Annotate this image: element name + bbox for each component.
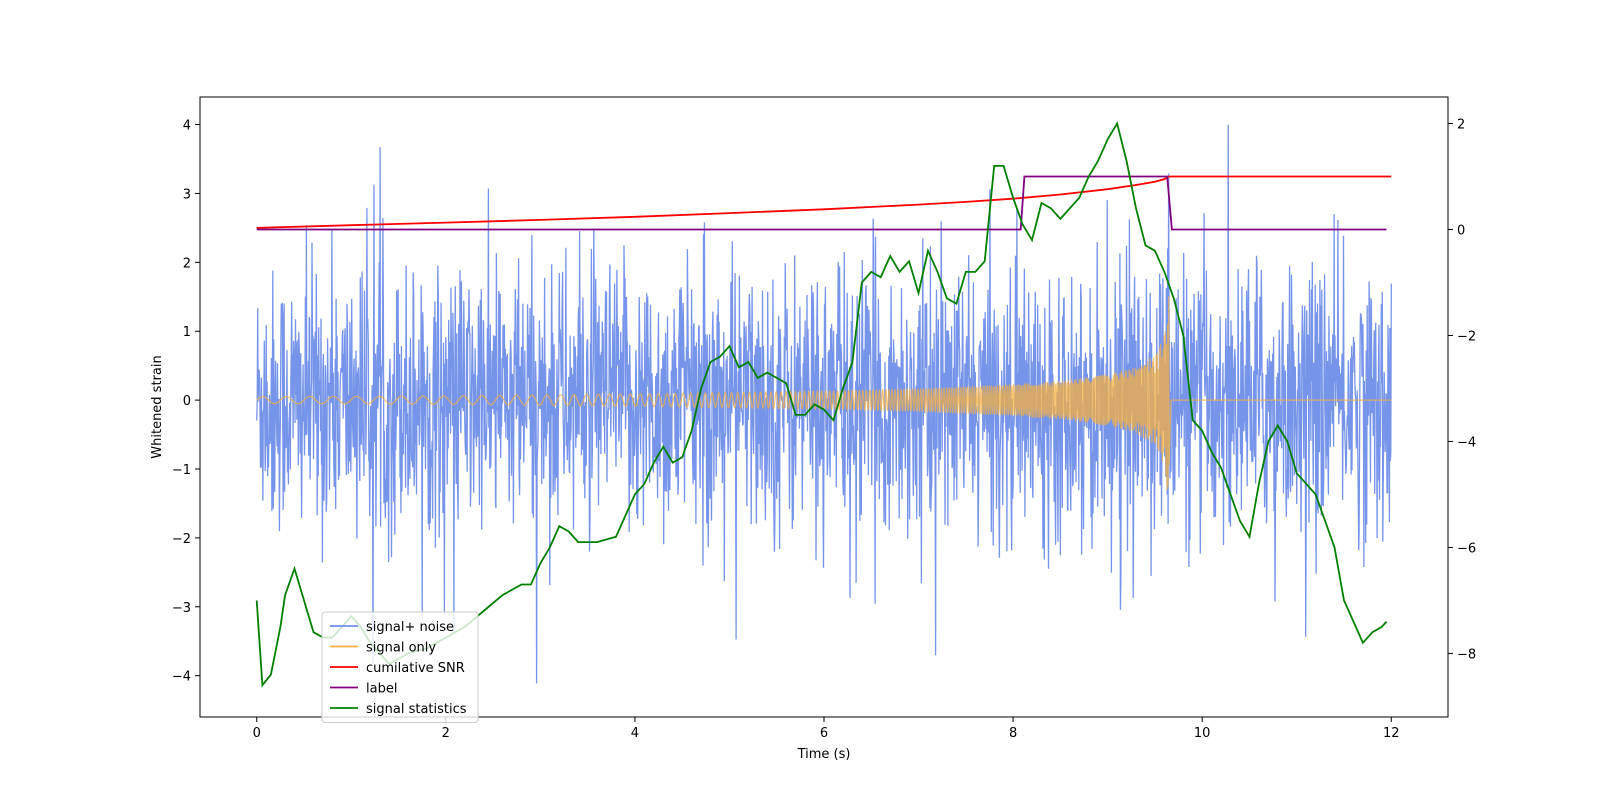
y-tick-label: 0 <box>183 394 191 409</box>
x-axis-label: Time (s) <box>797 747 851 762</box>
series-signal-noise <box>256 124 1392 684</box>
x-tick-label: 10 <box>1194 726 1211 741</box>
legend-label: signal+ noise <box>366 620 454 635</box>
y-tick-label: 4 <box>183 119 191 134</box>
y-tick-label: 1 <box>183 325 191 340</box>
y-axis-right: −8 −6 −4 −2 0 2 <box>1448 117 1476 662</box>
legend: signal+ noise signal only cumilative SNR la… <box>321 611 479 723</box>
x-tick-label: 2 <box>442 726 450 741</box>
y2-tick-label: 0 <box>1457 223 1465 238</box>
y-tick-label: −4 <box>172 670 191 685</box>
x-tick-label: 6 <box>820 726 828 741</box>
series-label <box>256 175 1387 231</box>
y-axis-label: Whitened strain <box>150 355 165 458</box>
y-tick-label: 2 <box>183 256 191 271</box>
y-tick-label: 3 <box>183 187 191 202</box>
series-cumilative-snr <box>256 175 1392 229</box>
y2-tick-label: −6 <box>1457 541 1476 556</box>
legend-box <box>321 611 479 723</box>
legend-label: label <box>366 682 397 697</box>
series-layer <box>255 121 1392 688</box>
legend-label: signal only <box>366 641 436 656</box>
series-signal-only <box>256 296 1392 491</box>
y2-tick-label: −2 <box>1457 329 1476 344</box>
y2-tick-label: −8 <box>1457 647 1476 662</box>
y-tick-label: −3 <box>172 601 191 616</box>
legend-label: cumilative SNR <box>366 661 465 676</box>
y2-tick-label: −4 <box>1457 435 1476 450</box>
legend-label: signal statistics <box>366 702 467 717</box>
y-axis-left: −4 −3 −2 −1 0 1 2 3 4 <box>172 119 200 685</box>
y-tick-label: −2 <box>172 532 191 547</box>
x-tick-label: 8 <box>1009 726 1017 741</box>
x-tick-label: 12 <box>1383 726 1400 741</box>
y-tick-label: −1 <box>172 463 191 478</box>
y2-tick-label: 2 <box>1457 117 1465 132</box>
x-tick-label: 4 <box>631 726 639 741</box>
x-tick-label: 0 <box>253 726 261 741</box>
